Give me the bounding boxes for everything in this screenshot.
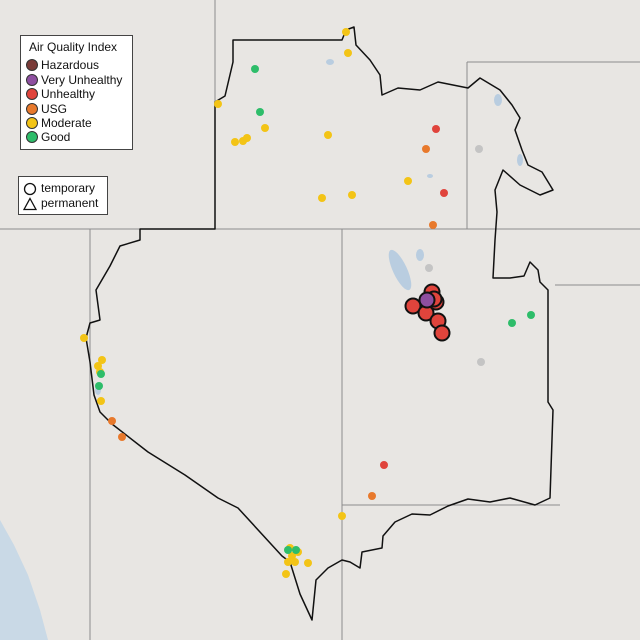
circle-icon <box>23 182 37 196</box>
pacific-ocean <box>0 520 48 640</box>
good-monitors <box>95 65 535 554</box>
unhealthy-small-monitors <box>380 125 448 469</box>
no-data-monitors <box>425 145 485 366</box>
good-swatch-icon <box>26 131 38 143</box>
usg-monitors <box>108 145 437 500</box>
temporary-monitor-cluster <box>404 283 451 342</box>
moderate-monitors <box>80 28 412 578</box>
lakes <box>95 59 523 395</box>
aqi-legend-title: Air Quality Index <box>29 40 118 54</box>
moderate-swatch-icon <box>26 117 38 129</box>
region-boundary <box>85 26 554 621</box>
triangle-icon <box>23 197 37 211</box>
hazardous-swatch-icon <box>26 59 38 71</box>
usg-swatch-icon <box>26 103 38 115</box>
very-unhealthy-swatch-icon <box>26 74 38 86</box>
aqi-legend: Air Quality Index Hazardous Very Unhealt… <box>20 35 133 150</box>
unhealthy-swatch-icon <box>26 88 38 100</box>
monitor-type-legend: temporary permanent <box>18 176 108 215</box>
